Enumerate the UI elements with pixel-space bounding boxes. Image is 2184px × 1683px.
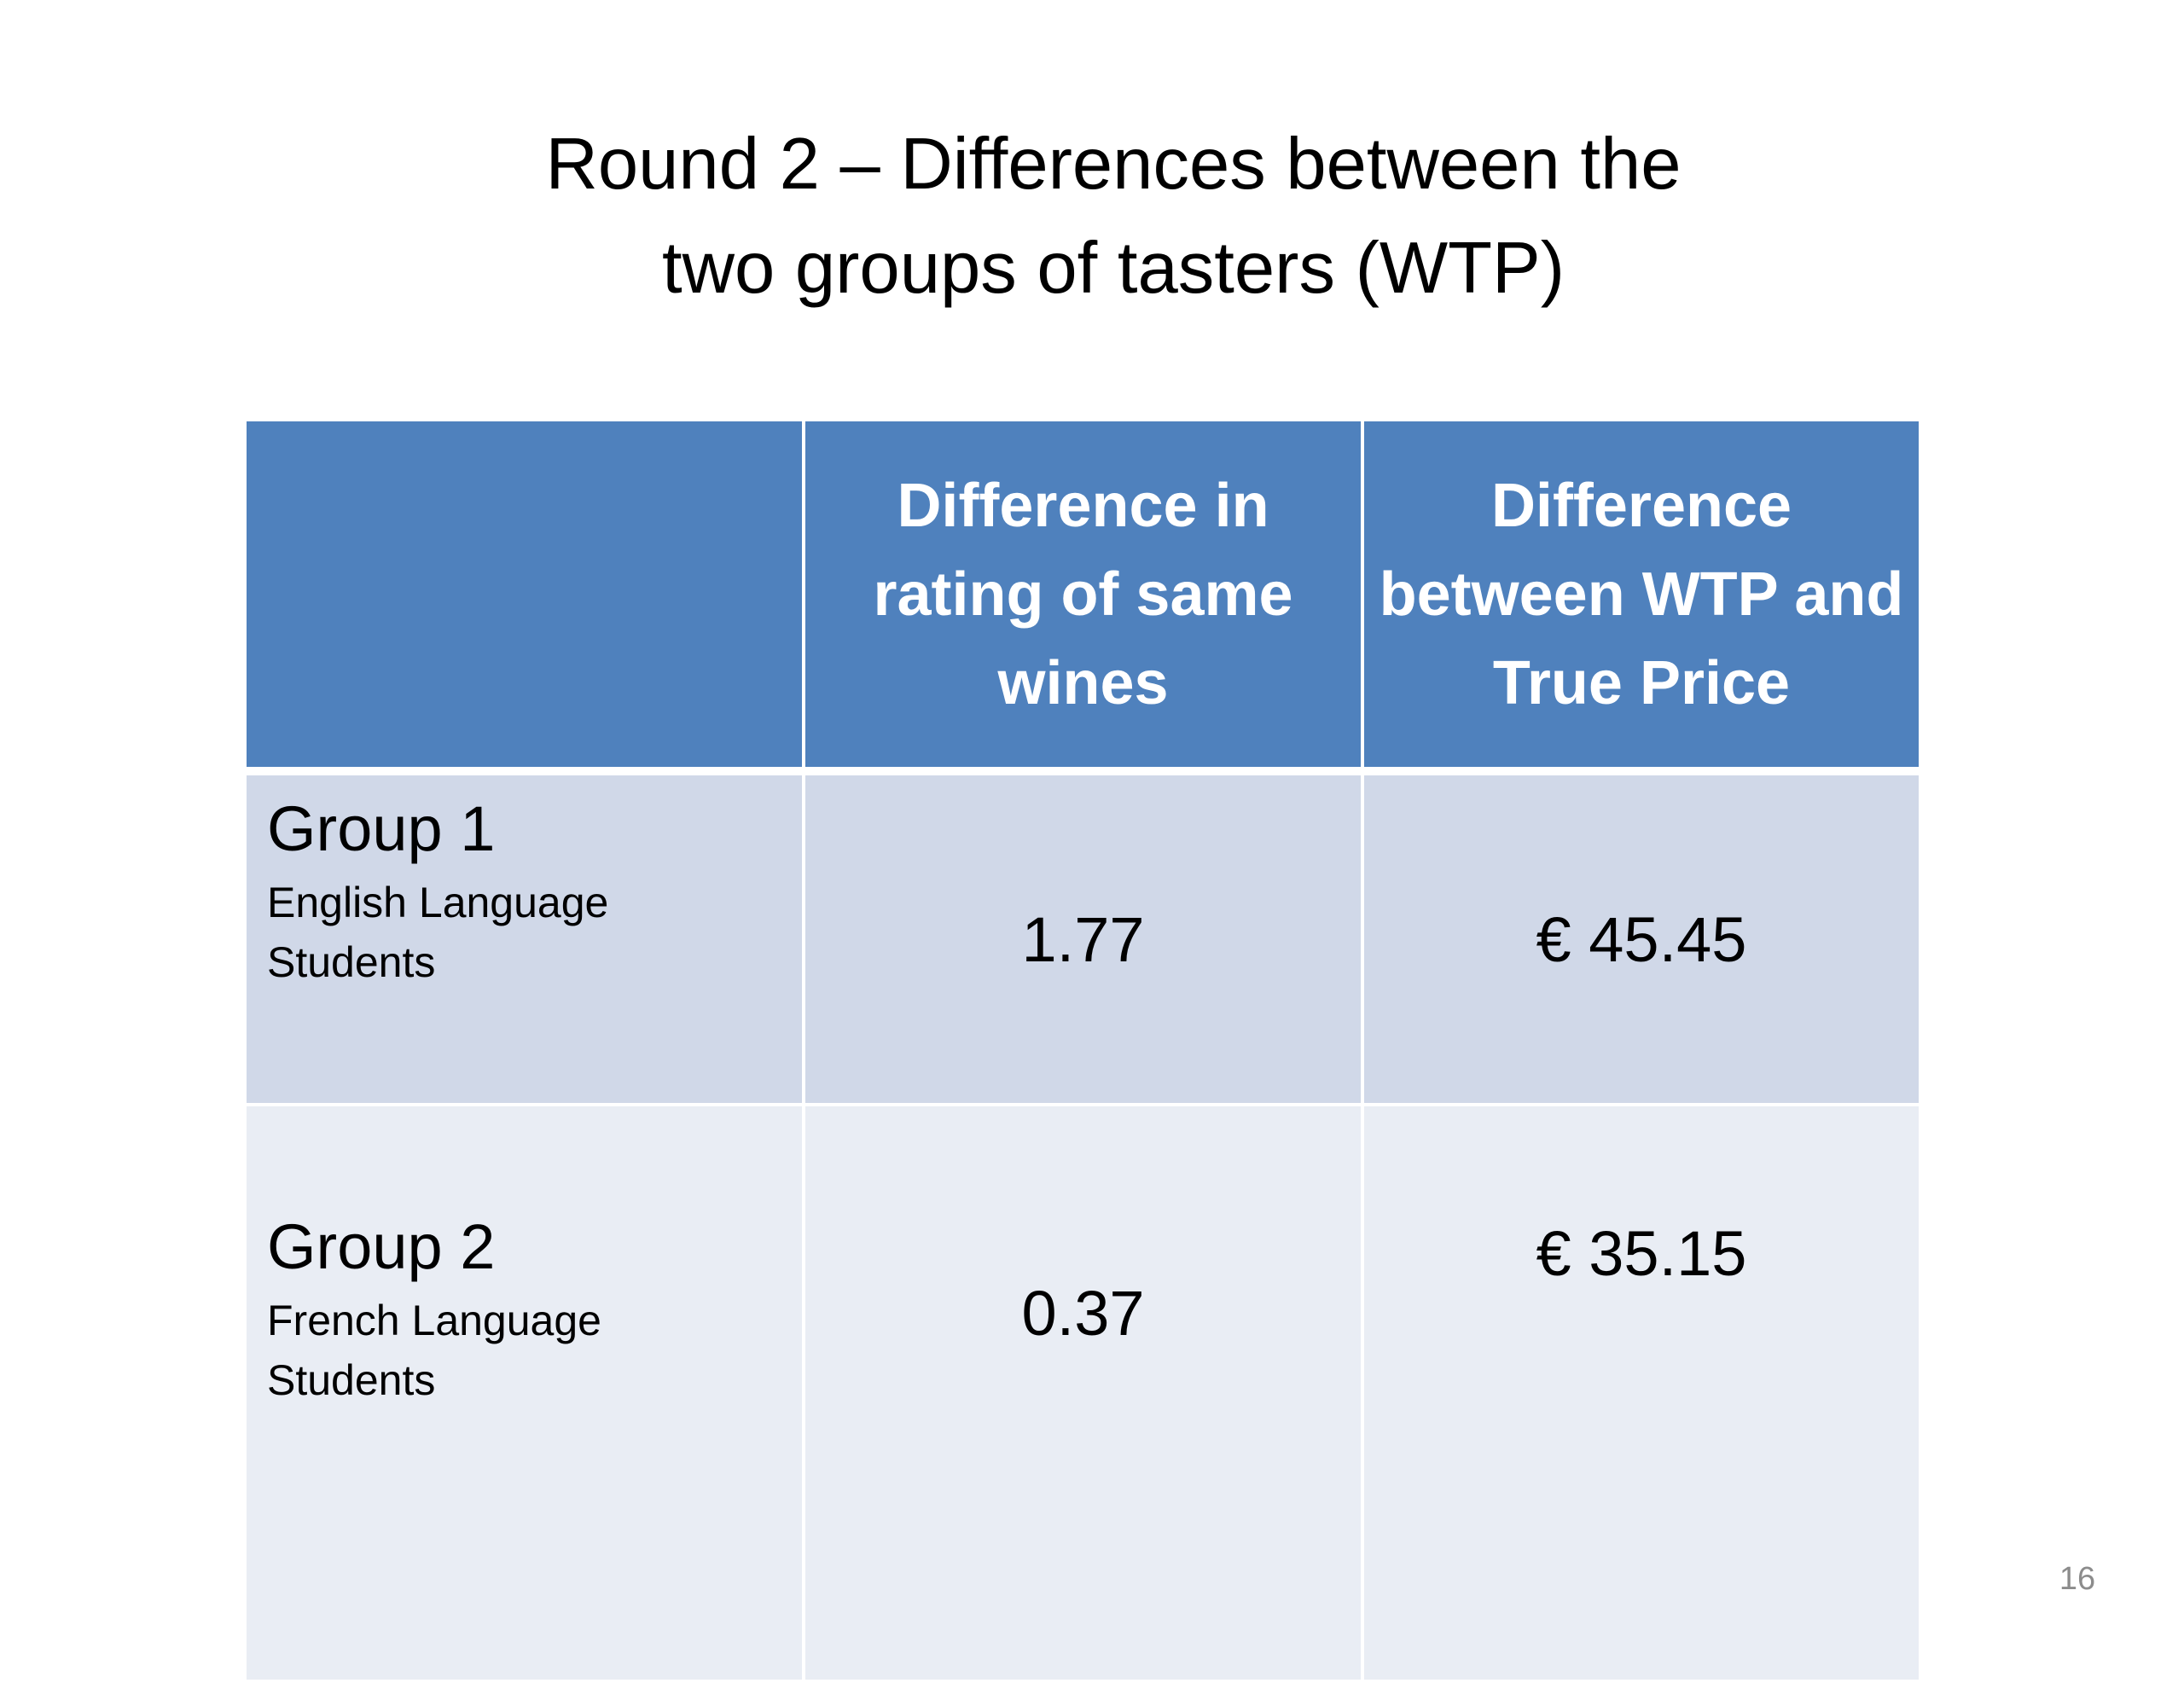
group-cell: Group 2 French Language Students [243, 1103, 805, 1683]
group-name: Group 1 [267, 793, 496, 864]
rating-difference-value: 0.37 [802, 1103, 1364, 1683]
table-header-row: Difference in rating of same wines Diffe… [243, 418, 1922, 775]
group-name: Group 2 [267, 1211, 496, 1282]
header-rating-difference: Difference in rating of same wines [802, 418, 1364, 775]
header-empty-cell [243, 418, 805, 775]
slide-title: Round 2 – Differences between the two gr… [0, 113, 2184, 321]
table-row: Group 2 French Language Students 0.37 € … [243, 1103, 1922, 1683]
wtp-difference-value: € 35.15 [1361, 1103, 1922, 1683]
slide-title-line-1: Round 2 – Differences between the [545, 123, 1682, 205]
group-description: English Language Students [267, 879, 609, 986]
slide-page-number: 16 [2059, 1561, 2096, 1597]
rating-difference-value: 1.77 [802, 769, 1364, 1106]
table-row: Group 1 English Language Students 1.77 €… [243, 769, 1922, 1106]
group-cell: Group 1 English Language Students [243, 769, 805, 1106]
header-wtp-difference: Difference between WTP and True Price [1361, 418, 1922, 775]
group-description: French Language Students [267, 1297, 601, 1404]
comparison-table: Difference in rating of same wines Diffe… [243, 418, 1922, 1683]
slide-title-line-2: two groups of tasters (WTP) [661, 227, 1565, 309]
wtp-difference-value: € 45.45 [1361, 769, 1922, 1106]
